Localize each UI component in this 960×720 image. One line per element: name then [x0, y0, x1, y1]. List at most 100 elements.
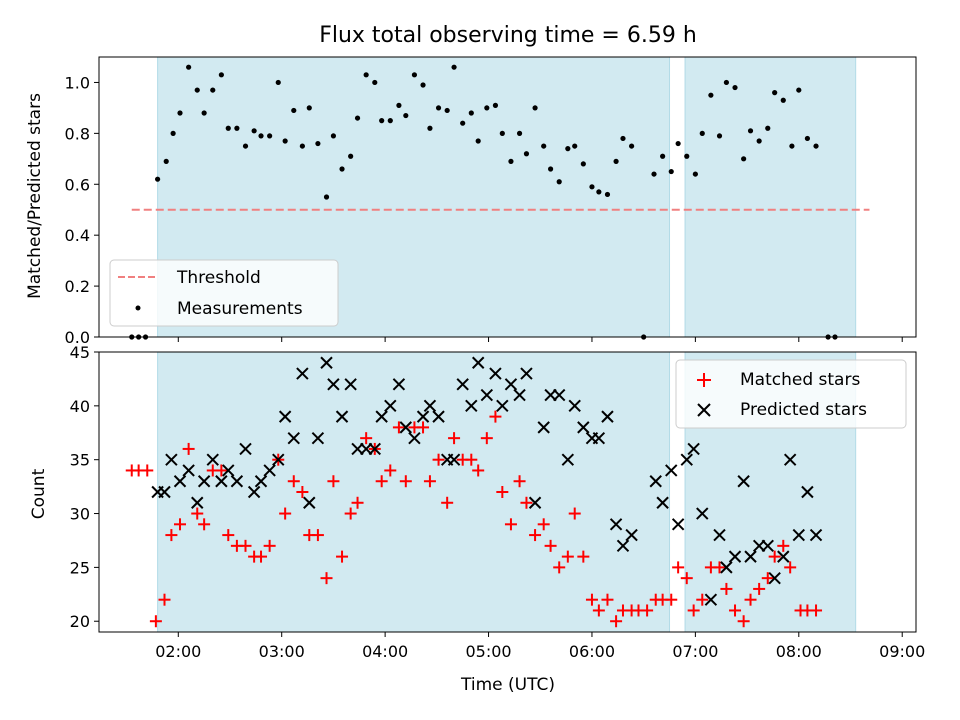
predicted-star-marker — [496, 399, 509, 413]
measurement-point — [186, 64, 192, 70]
matched-star-marker — [504, 518, 517, 531]
x-tick-label: 08:00 — [776, 642, 822, 661]
top-legend-box — [109, 259, 339, 327]
measurement-point — [732, 84, 738, 91]
matched-star-marker — [529, 529, 542, 542]
matched-star-marker — [165, 529, 178, 542]
measurement-point — [541, 143, 547, 149]
measurement-point — [484, 105, 490, 111]
measurement-point — [299, 143, 305, 149]
predicted-star-marker — [696, 507, 709, 520]
predicted-star-marker — [173, 475, 187, 488]
matched-star-marker — [448, 432, 461, 445]
y-tick-label: 0.4 — [65, 226, 90, 245]
matched-star-marker — [585, 593, 598, 606]
measurement-point — [508, 158, 514, 164]
x-tick-label: 05:00 — [465, 642, 511, 661]
predicted-star-marker — [761, 539, 774, 553]
legend-matched-label: Matched stars — [740, 370, 860, 390]
predicted-star-marker — [230, 475, 244, 488]
measurement-point — [804, 135, 811, 142]
predicted-star-marker — [609, 518, 623, 531]
predicted-star-marker — [447, 453, 461, 466]
matched-star-marker — [215, 464, 228, 477]
bottom-y-ticks: 20 25 30 35 40 45 — [70, 343, 99, 631]
measurement-point — [468, 110, 474, 116]
matched-star-marker — [263, 539, 276, 552]
measurement-point — [460, 120, 466, 126]
predicted-star-marker — [768, 571, 781, 585]
matched-star-marker — [336, 550, 349, 563]
matched-star-marker — [255, 550, 268, 563]
measurement-point — [780, 97, 786, 103]
predicted-star-marker — [327, 378, 340, 391]
y-tick-label: 40 — [70, 397, 90, 416]
matched-star-marker — [672, 561, 685, 574]
matched-star-marker — [737, 615, 750, 628]
matched-star-marker — [553, 561, 566, 574]
predicted-star-marker — [303, 496, 316, 509]
predicted-star-marker — [320, 356, 333, 369]
predicted-star-marker — [561, 453, 575, 466]
measurement-point — [699, 130, 705, 136]
measurement-point — [282, 138, 288, 144]
measurement-point — [267, 133, 273, 139]
matched-star-marker — [311, 529, 324, 542]
x-tick-label: 06:00 — [569, 642, 615, 661]
predicted-star-marker — [553, 388, 566, 402]
measurement-point — [741, 156, 747, 162]
predicted-star-marker — [592, 431, 606, 445]
predicted-star-marker — [392, 378, 406, 391]
predicted-star-marker — [665, 464, 678, 477]
predicted-star-marker — [625, 528, 638, 542]
predicted-star-marker — [158, 485, 171, 499]
shaded-span-1 — [157, 351, 671, 633]
measurement-point — [572, 143, 578, 149]
predicted-star-marker — [704, 593, 718, 606]
measurement-point — [692, 171, 698, 177]
matched-star-marker — [513, 475, 526, 488]
measurement-point — [330, 133, 337, 139]
measurement-point — [789, 143, 795, 149]
predicted-star-marker — [254, 475, 268, 488]
measurement-point — [684, 153, 690, 159]
matched-star-marker — [198, 518, 211, 531]
predicted-star-marker — [384, 399, 397, 413]
measurement-point — [163, 158, 169, 164]
predicted-star-marker — [777, 550, 790, 563]
matched-star-marker — [761, 572, 774, 585]
predicted-star-marker — [239, 442, 252, 456]
matched-star-marker — [753, 582, 766, 595]
predicted-star-marker — [165, 453, 178, 466]
measurement-point — [444, 107, 450, 114]
matched-star-marker — [399, 475, 412, 488]
matched-star-marker — [680, 572, 693, 585]
measurement-point — [258, 133, 264, 139]
matched-star-marker — [720, 582, 733, 595]
predicted-star-marker — [197, 475, 211, 488]
predicted-star-marker — [577, 421, 590, 434]
predicted-star-marker — [489, 367, 502, 380]
y-tick-label: 0.2 — [65, 277, 90, 296]
y-tick-label: 1.0 — [65, 73, 90, 92]
matched-star-marker — [344, 507, 357, 520]
predicted-star-marker — [801, 485, 814, 499]
x-tick-label: 03:00 — [259, 642, 305, 661]
bottom-legend: Matched stars Predicted stars — [675, 359, 907, 429]
matched-star-marker — [174, 518, 187, 531]
matched-star-marker — [182, 442, 195, 455]
predicted-star-marker — [520, 367, 533, 380]
measurement-point — [765, 125, 771, 131]
x-tick-label: 02:00 — [155, 642, 201, 661]
top-legend: Threshold Measurements — [109, 259, 339, 327]
measurement-point — [339, 166, 345, 172]
measurement-point — [556, 179, 562, 185]
matched-star-marker — [520, 496, 533, 509]
measurement-point — [354, 115, 361, 121]
predicted-star-marker — [368, 442, 381, 456]
x-tick-label: 07:00 — [672, 642, 718, 661]
predicted-star-marker — [680, 453, 693, 466]
predicted-star-marker — [537, 421, 550, 434]
predicted-star-marker — [649, 475, 662, 488]
x-axis-label: Time (UTC) — [460, 675, 555, 695]
